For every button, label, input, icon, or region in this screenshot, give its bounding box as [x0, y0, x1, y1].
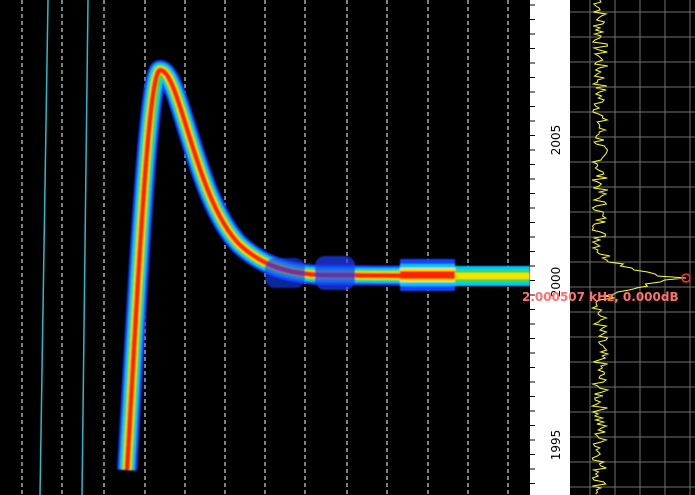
- trace-line: [39, 0, 49, 495]
- trace-line: [81, 0, 89, 495]
- axis-ticks: [530, 4, 535, 484]
- spectrum-trace: [590, 0, 687, 495]
- sweep-band: [117, 59, 530, 471]
- axis-label: 2005: [549, 125, 563, 156]
- cursor-readout: 2.000507 kHz, 0.000dB: [522, 290, 679, 304]
- spectrum-pane: [570, 0, 695, 495]
- spectrum-grid: [570, 0, 695, 495]
- peak-marker: [681, 273, 691, 283]
- frequency-axis: [530, 0, 570, 495]
- axis-label: 1995: [549, 430, 563, 461]
- axis-label: 2000: [549, 267, 563, 298]
